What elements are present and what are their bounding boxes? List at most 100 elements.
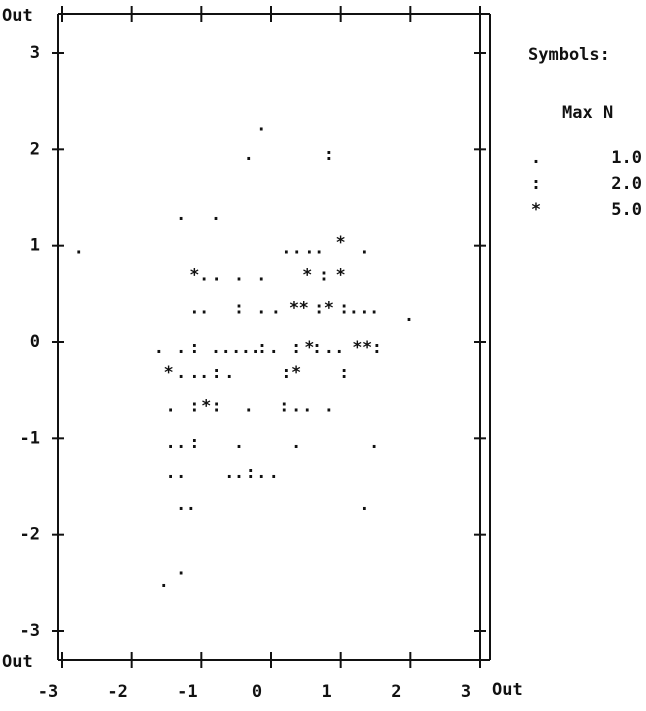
point: . bbox=[292, 239, 302, 259]
point: . bbox=[256, 298, 266, 318]
point: . bbox=[349, 298, 359, 318]
point: : bbox=[339, 298, 349, 318]
point: * bbox=[289, 298, 299, 318]
x-tick-label: 2 bbox=[391, 682, 401, 702]
point: * bbox=[304, 338, 314, 358]
point: : bbox=[339, 363, 349, 383]
point: : bbox=[324, 145, 334, 165]
point: : bbox=[319, 266, 329, 286]
point: . bbox=[404, 306, 414, 326]
legend-max-n: 1.0 bbox=[611, 148, 642, 168]
point: : bbox=[257, 338, 267, 358]
point: : bbox=[212, 397, 222, 417]
point: * bbox=[189, 266, 199, 286]
point: . bbox=[291, 397, 301, 417]
point: . bbox=[359, 495, 369, 515]
point: . bbox=[189, 363, 199, 383]
point: . bbox=[199, 298, 209, 318]
point: : bbox=[291, 338, 301, 358]
point: : bbox=[372, 338, 382, 358]
point: * bbox=[299, 298, 309, 318]
point: : bbox=[212, 363, 222, 383]
point: : bbox=[189, 433, 199, 453]
point: . bbox=[234, 266, 244, 286]
point: . bbox=[166, 397, 176, 417]
point: * bbox=[324, 298, 334, 318]
legend-max-n: 2.0 bbox=[611, 174, 642, 194]
point: * bbox=[336, 233, 346, 253]
point: . bbox=[176, 463, 186, 483]
point: : bbox=[246, 463, 256, 483]
point: : bbox=[281, 363, 291, 383]
y-tick-label: 3 bbox=[30, 43, 40, 63]
point: * bbox=[336, 266, 346, 286]
legend-symbol: * bbox=[531, 200, 541, 220]
legend-header: Max N bbox=[562, 103, 613, 123]
point: . bbox=[199, 363, 209, 383]
point: . bbox=[231, 338, 241, 358]
point: . bbox=[241, 338, 251, 358]
point: . bbox=[256, 266, 266, 286]
point: . bbox=[211, 205, 221, 225]
point: * bbox=[362, 338, 372, 358]
out-label: Out bbox=[2, 6, 33, 26]
point: * bbox=[291, 363, 301, 383]
legend-title: Symbols: bbox=[528, 45, 610, 65]
point: . bbox=[224, 463, 234, 483]
point: . bbox=[154, 338, 164, 358]
point: . bbox=[271, 298, 281, 318]
point: . bbox=[359, 239, 369, 259]
y-tick-label: 2 bbox=[30, 139, 40, 159]
x-tick-label: 0 bbox=[252, 682, 262, 702]
point: * bbox=[352, 338, 362, 358]
point: . bbox=[176, 205, 186, 225]
point: . bbox=[359, 298, 369, 318]
out-label: Out bbox=[492, 680, 523, 700]
point: . bbox=[324, 338, 334, 358]
point: . bbox=[244, 397, 254, 417]
point: * bbox=[302, 266, 312, 286]
point: * bbox=[201, 397, 211, 417]
point: . bbox=[199, 266, 209, 286]
y-tick-label: -1 bbox=[20, 428, 40, 448]
point: . bbox=[224, 363, 234, 383]
point: . bbox=[269, 338, 279, 358]
point: . bbox=[212, 266, 222, 286]
point: : bbox=[189, 397, 199, 417]
point: . bbox=[189, 298, 199, 318]
point: . bbox=[269, 463, 279, 483]
point: . bbox=[334, 338, 344, 358]
point: . bbox=[369, 433, 379, 453]
point: . bbox=[251, 338, 261, 358]
point: . bbox=[234, 463, 244, 483]
point: . bbox=[291, 433, 301, 453]
point: . bbox=[324, 397, 334, 417]
legend-max-n: 5.0 bbox=[611, 200, 642, 220]
point: . bbox=[256, 463, 266, 483]
x-tick-label: 1 bbox=[322, 682, 332, 702]
point: . bbox=[314, 239, 324, 259]
point: . bbox=[166, 463, 176, 483]
legend-symbol: : bbox=[531, 174, 541, 194]
y-tick-label: 0 bbox=[30, 332, 40, 352]
point: : bbox=[279, 397, 289, 417]
point: . bbox=[159, 572, 169, 592]
point: . bbox=[186, 495, 196, 515]
y-tick-label: -3 bbox=[20, 621, 40, 641]
point: . bbox=[176, 559, 186, 579]
point: . bbox=[304, 239, 314, 259]
point: . bbox=[234, 433, 244, 453]
point: : bbox=[234, 298, 244, 318]
point: : bbox=[314, 298, 324, 318]
point: . bbox=[74, 239, 84, 259]
point: . bbox=[176, 495, 186, 515]
point: . bbox=[176, 363, 186, 383]
y-tick-label: 1 bbox=[30, 236, 40, 256]
point: . bbox=[281, 239, 291, 259]
point: . bbox=[176, 338, 186, 358]
point: . bbox=[256, 115, 266, 135]
point: . bbox=[166, 433, 176, 453]
point: . bbox=[221, 338, 231, 358]
out-label: Out bbox=[2, 652, 33, 672]
